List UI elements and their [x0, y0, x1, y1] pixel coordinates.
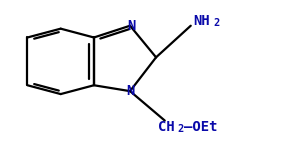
Text: NH: NH [193, 14, 210, 28]
Text: —OEt: —OEt [184, 120, 217, 134]
Text: 2: 2 [178, 124, 184, 134]
Text: CH: CH [158, 120, 174, 134]
Text: 2: 2 [214, 18, 220, 28]
Text: N: N [127, 84, 135, 98]
Text: N: N [127, 19, 136, 33]
